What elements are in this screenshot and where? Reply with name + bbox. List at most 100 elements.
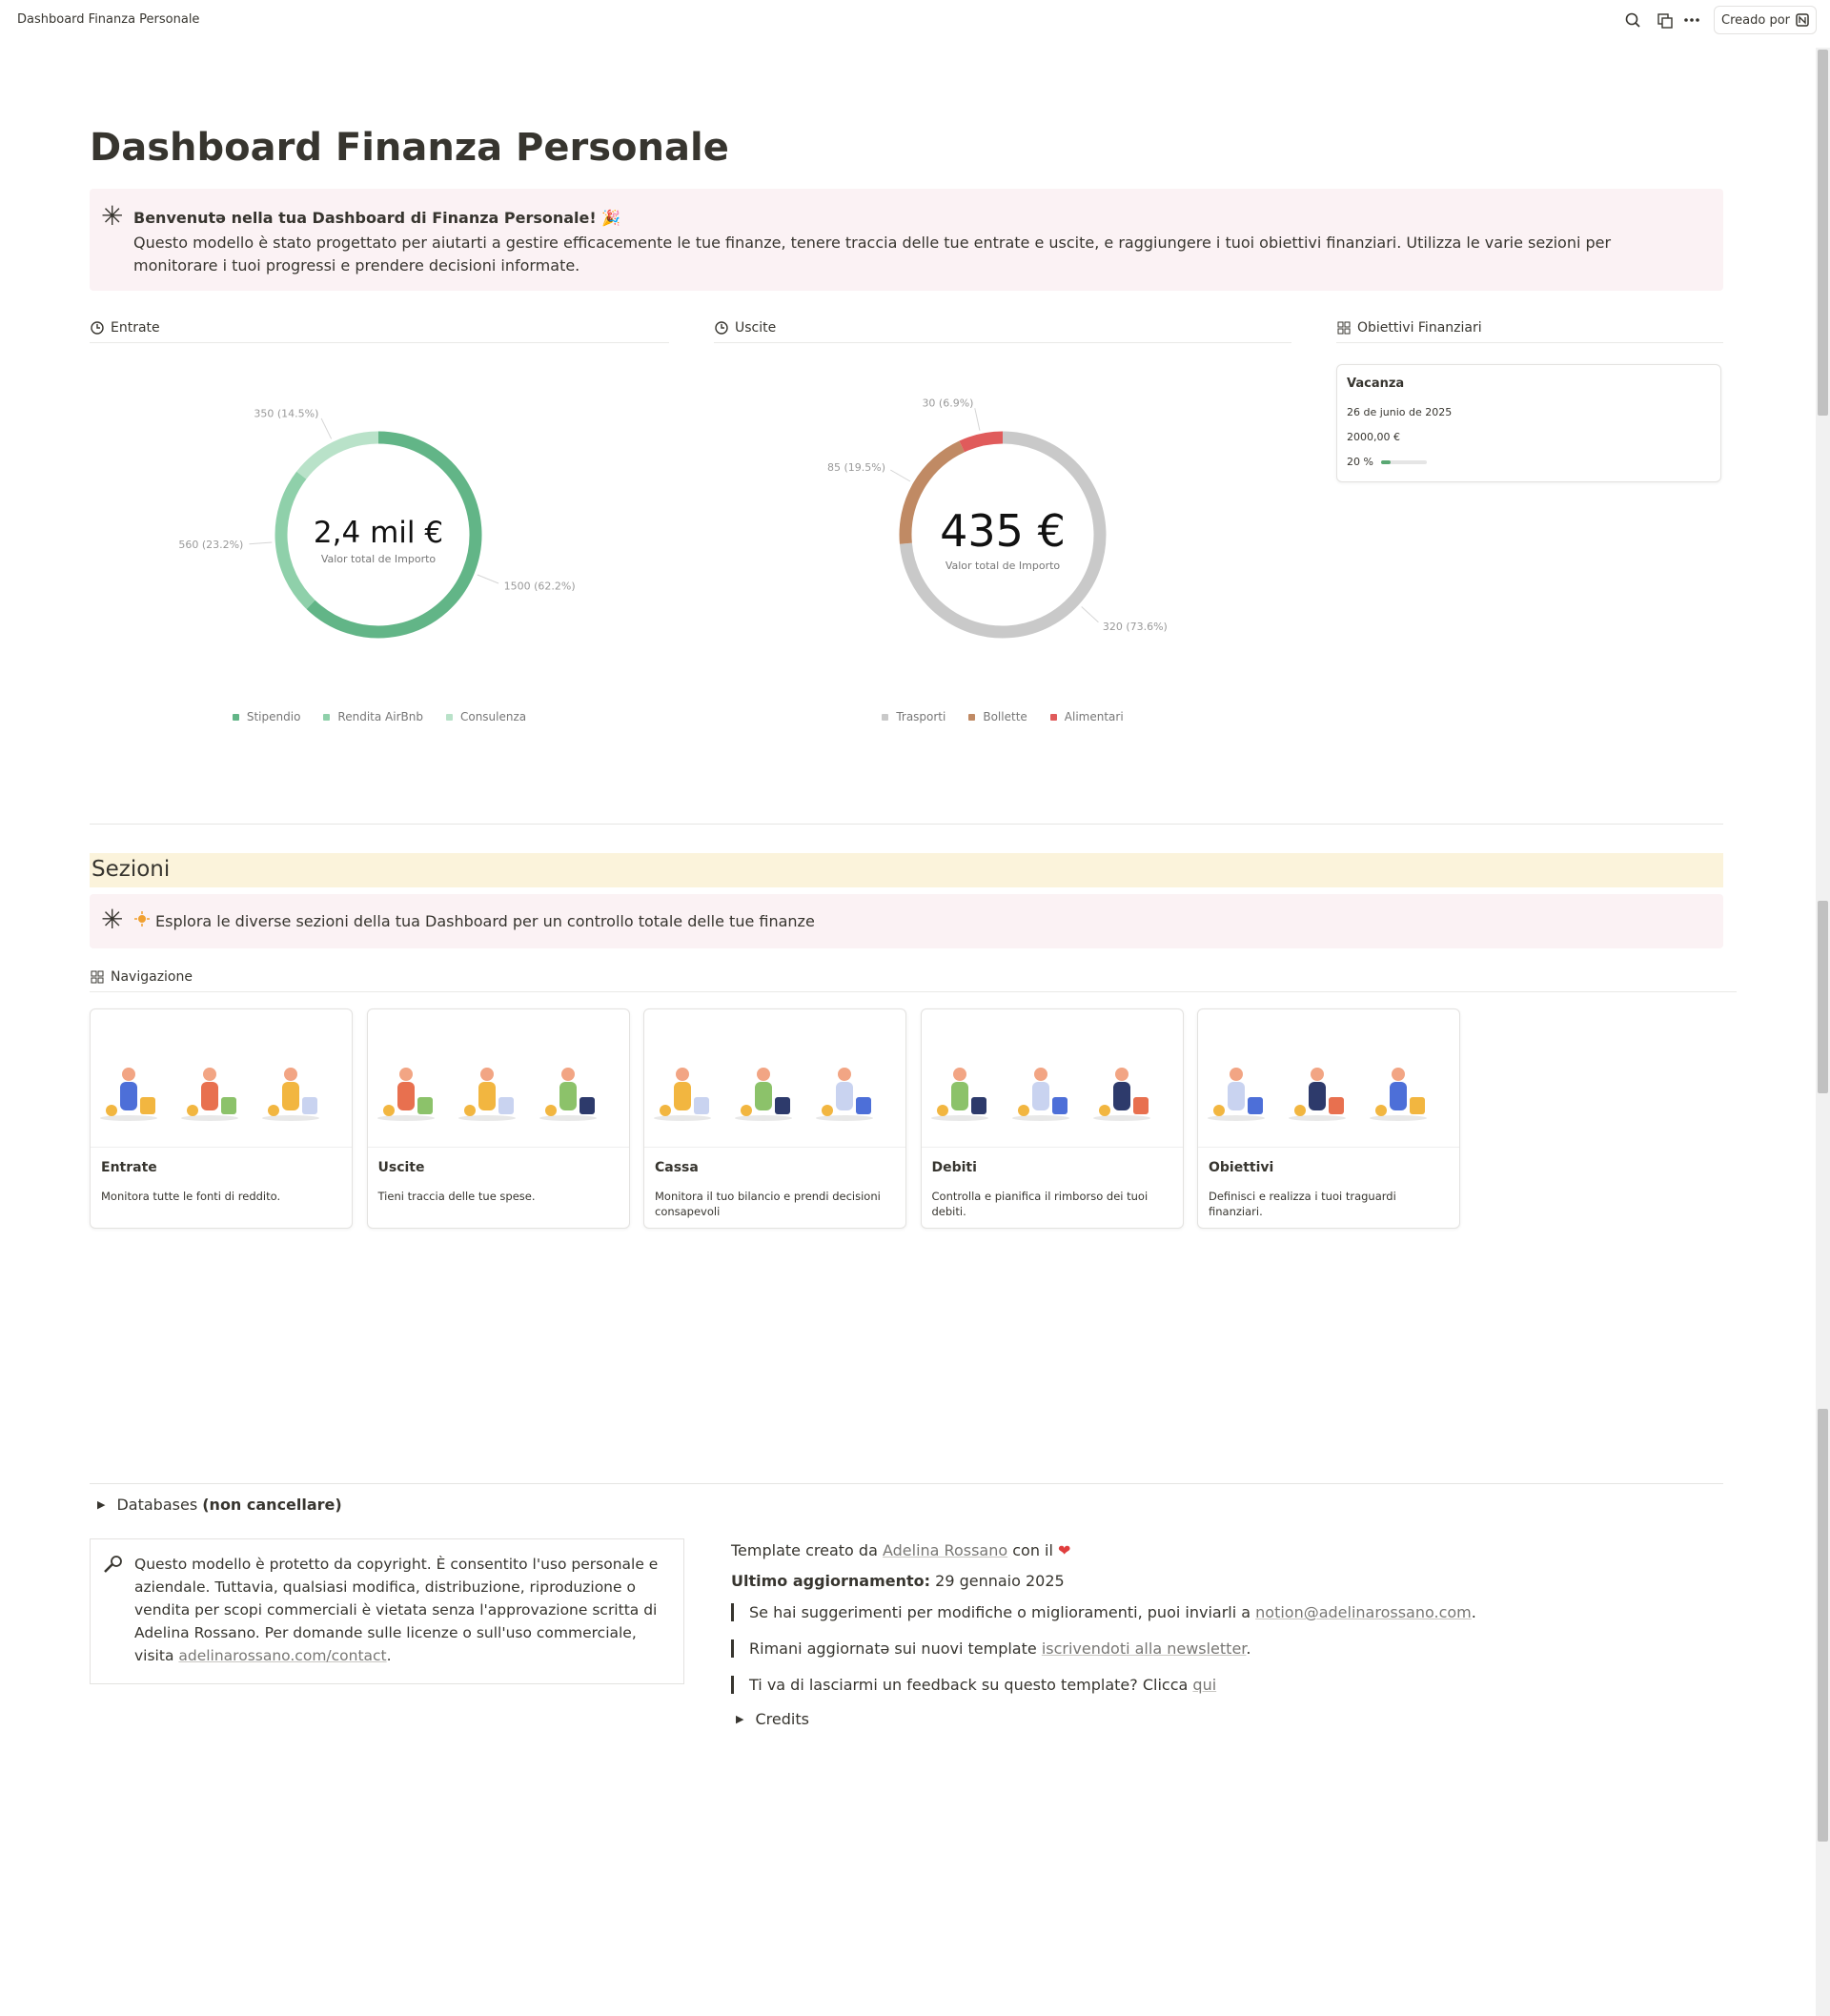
card-desc: Controlla e pianifica il rimborso dei tu…	[931, 1190, 1149, 1218]
center-label: Valor total de Importo	[321, 553, 437, 565]
goals-title: Obiettivi Finanziari	[1357, 320, 1482, 336]
figure-coin	[936, 1105, 948, 1116]
nav-card[interactable]: Entrate Monitora tutte le fonti di reddit…	[90, 1008, 353, 1229]
nav-card[interactable]: Obiettivi Definisci e realizza i tuoi tra…	[1197, 1008, 1460, 1229]
center-label: Valor total de Importo	[946, 560, 1061, 572]
figure-prop	[140, 1097, 155, 1114]
scroll-thumb[interactable]	[1818, 901, 1828, 1093]
figure-prop	[221, 1097, 236, 1114]
card-illustration	[1198, 1009, 1459, 1148]
donut-segment	[306, 431, 482, 639]
figure-coin	[463, 1105, 476, 1116]
goal-date: 26 de junio de 2025	[1347, 406, 1453, 418]
text-run[interactable]: iscrivendoti alla newsletter	[1041, 1639, 1247, 1658]
toggle-arrow: ▶	[736, 1713, 744, 1725]
copyright-box: Questo modello è protetto da copyright. …	[90, 1538, 684, 1684]
figure-coin	[1213, 1105, 1225, 1116]
legend-label: Stipendio	[246, 710, 301, 723]
figure-prop	[1132, 1097, 1149, 1114]
figure-prop	[417, 1097, 433, 1114]
figure-head	[479, 1068, 494, 1081]
figure-prop	[579, 1097, 595, 1114]
nav-card[interactable]: Cassa Monitora il tuo bilancio e prendi d…	[643, 1008, 906, 1229]
figure-coin	[1017, 1105, 1029, 1116]
goal-card[interactable]: Vacanza 26 de junio de 2025 2000,00 € 20…	[1336, 364, 1721, 482]
figure-head	[1392, 1068, 1405, 1081]
figure-shadow	[1370, 1115, 1427, 1121]
figure-shadow	[458, 1115, 516, 1121]
icon-hand	[721, 324, 724, 329]
card-illustration	[644, 1009, 905, 1148]
leader-line	[1081, 606, 1099, 623]
toolbar-icons[interactable]	[1622, 10, 1708, 32]
figure-head	[284, 1068, 297, 1081]
text-run[interactable]: Adelina Rossano	[882, 1541, 1008, 1559]
nav-card[interactable]: Uscite Tieni traccia delle tue spese.	[366, 1008, 630, 1229]
figure-coin	[660, 1105, 671, 1116]
text-run: .	[386, 1647, 392, 1664]
donut-chart: 320 (73.6%) 85 (19.5%) 30 (6.9%) 435 € Valor…	[827, 397, 1168, 639]
figure-shadow	[1289, 1115, 1346, 1121]
leader-line	[320, 417, 333, 439]
figure-body	[1031, 1082, 1049, 1110]
copyright-icon	[104, 1556, 122, 1573]
figure-body	[950, 1082, 968, 1110]
section-callout	[90, 894, 1723, 948]
legend-item: Rendita AirBnb	[323, 710, 423, 723]
scroll-thumb[interactable]	[1818, 1409, 1828, 1842]
figure-head	[1114, 1068, 1128, 1081]
figure-shadow	[816, 1115, 873, 1121]
databases-toggle[interactable]: ▶ Databases (non cancellare)	[97, 1496, 342, 1514]
legend-item: Consulenza	[445, 710, 527, 723]
figure-body	[478, 1082, 496, 1110]
created-by-button[interactable]: Creado por	[1714, 6, 1817, 34]
legend-label: Bollette	[983, 710, 1027, 723]
donut-segment	[296, 431, 379, 479]
legend-item: Bollette	[968, 710, 1027, 723]
navigation-title: Navigazione	[111, 969, 193, 985]
figure-body	[1390, 1082, 1407, 1110]
text-run: Ti va di lasciarmi un feedback su questo…	[749, 1676, 1193, 1694]
figure-body	[674, 1082, 691, 1110]
figure-prop	[1051, 1097, 1068, 1114]
data-label: 85 (19.5%)	[827, 461, 885, 474]
figure-body	[559, 1082, 577, 1110]
figure-body	[120, 1082, 137, 1110]
legend-item: Trasporti	[882, 710, 946, 723]
legend-label: Consulenza	[459, 710, 527, 723]
leader-line	[974, 408, 981, 431]
sun-icon	[134, 911, 150, 927]
figure-shadow	[1208, 1115, 1265, 1121]
text-run[interactable]: adelinarossano.com/contact	[178, 1647, 387, 1664]
figure-head	[1230, 1068, 1243, 1081]
figure-shadow	[735, 1115, 792, 1121]
chart-icon	[715, 321, 728, 335]
data-label: 320 (73.6%)	[1103, 621, 1168, 633]
text-run[interactable]: qui	[1192, 1676, 1217, 1694]
goal-name: Vacanza	[1347, 377, 1405, 391]
figure-coin	[822, 1105, 833, 1116]
figure-head	[1033, 1068, 1047, 1081]
figure-prop	[302, 1097, 317, 1114]
figure-body	[1309, 1082, 1326, 1110]
text-run[interactable]: notion@adelinarossano.com	[1255, 1603, 1472, 1621]
text-run: .	[1471, 1603, 1476, 1621]
center-value: 435 €	[940, 505, 1066, 557]
center-value: 2,4 mil €	[314, 516, 443, 550]
donut-segment	[899, 440, 966, 544]
legend-label: Trasporti	[896, 710, 946, 723]
figure-shadow	[262, 1115, 319, 1121]
card-title: Debiti	[931, 1160, 977, 1175]
credits-toggle[interactable]: ▶ Credits	[736, 1710, 809, 1728]
figure-body	[755, 1082, 772, 1110]
donut-segment	[959, 431, 1004, 453]
copyright-text: Questo modello è protetto da copyright. …	[134, 1553, 668, 1667]
figure-prop	[970, 1097, 986, 1114]
progress-track	[1381, 460, 1427, 464]
figure-shadow	[376, 1115, 435, 1121]
data-label: 350 (14.5%)	[254, 408, 318, 420]
scroll-thumb[interactable]	[1818, 50, 1828, 416]
nav-card[interactable]: Debiti Controlla e pianifica il rimborso …	[920, 1008, 1184, 1229]
divider	[90, 1483, 1723, 1484]
